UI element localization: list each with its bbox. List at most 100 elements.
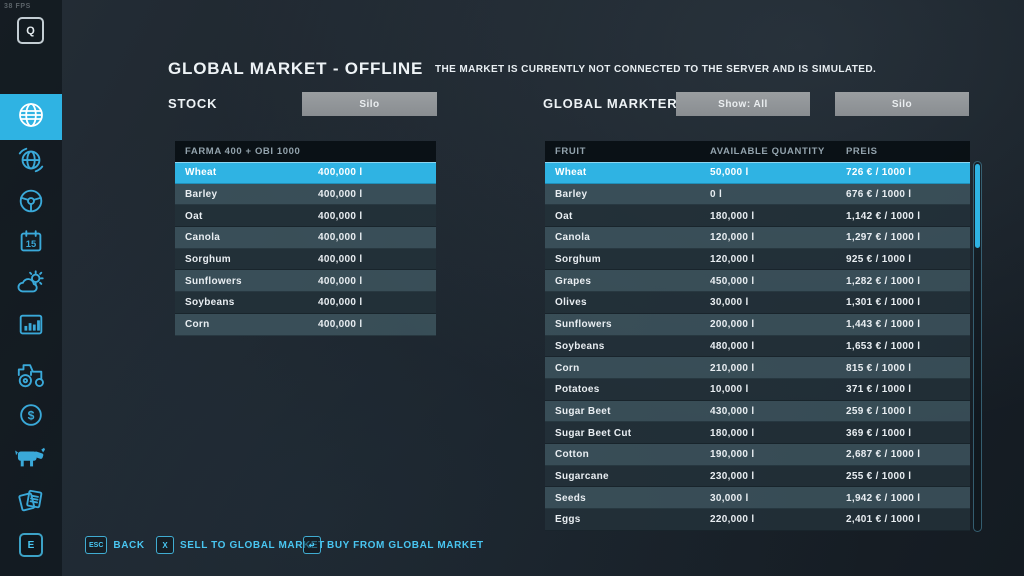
svg-text:15: 15 <box>26 239 36 249</box>
stock-row[interactable]: Oat 400,000 l <box>175 205 436 228</box>
sidebar-item-vehicles[interactable] <box>0 355 62 395</box>
stock-row-name: Sorghum <box>185 254 231 266</box>
stock-row[interactable]: Wheat 400,000 l <box>175 162 436 184</box>
stock-row[interactable]: Canola 400,000 l <box>175 227 436 249</box>
keycap-q[interactable]: Q <box>17 17 44 44</box>
esc-key-icon: ESC <box>85 536 108 554</box>
market-show-all-button[interactable]: Show: All <box>676 92 810 116</box>
market-row-name: Soybeans <box>555 340 605 352</box>
market-row[interactable]: Soybeans 480,000 l 1,653 € / 1000 l <box>545 335 970 358</box>
stock-table-header: FARMA 400 + OBI 1000 <box>175 141 436 162</box>
stock-row-quantity: 400,000 l <box>318 275 363 287</box>
market-row-quantity: 480,000 l <box>710 340 755 352</box>
market-row-price: 371 € / 1000 l <box>846 384 912 396</box>
back-label: BACK <box>113 539 145 551</box>
sidebar-item-finances[interactable]: $ <box>0 395 62 435</box>
market-row-name: Sugar Beet <box>555 405 611 417</box>
market-silo-button[interactable]: Silo <box>835 92 969 116</box>
buy-from-global-market-button[interactable]: ↵ BUY FROM GLOBAL MARKET <box>303 536 484 554</box>
market-row-name: Barley <box>555 189 588 201</box>
stock-silo-button[interactable]: Silo <box>302 92 437 116</box>
market-scrollbar-thumb[interactable] <box>975 164 980 248</box>
column-price: PREIS <box>846 146 878 157</box>
market-row-price: 1,282 € / 1000 l <box>846 275 921 287</box>
market-row-name: Corn <box>555 362 580 374</box>
cow-icon <box>14 444 48 472</box>
stock-row[interactable]: Sorghum 400,000 l <box>175 248 436 271</box>
market-scrollbar-track[interactable] <box>973 161 982 532</box>
market-row[interactable]: Sorghum 120,000 l 925 € / 1000 l <box>545 248 970 271</box>
sidebar-item-world[interactable] <box>0 140 62 180</box>
market-row-price: 1,142 € / 1000 l <box>846 210 921 222</box>
buy-label: BUY FROM GLOBAL MARKET <box>327 539 484 551</box>
market-row[interactable]: Sunflowers 200,000 l 1,443 € / 1000 l <box>545 313 970 336</box>
market-row-name: Sorghum <box>555 254 601 266</box>
sidebar-item-driving[interactable] <box>0 181 62 221</box>
sidebar-item-statistics[interactable] <box>0 305 62 345</box>
stock-row-name: Oat <box>185 210 203 222</box>
market-row-quantity: 10,000 l <box>710 384 749 396</box>
market-row-quantity: 0 l <box>710 189 723 201</box>
steering-wheel-icon <box>16 186 46 216</box>
market-row-price: 676 € / 1000 l <box>846 189 912 201</box>
stock-row-quantity: 400,000 l <box>318 167 363 179</box>
market-row[interactable]: Sugar Beet Cut 180,000 l 369 € / 1000 l <box>545 422 970 444</box>
market-row-quantity: 180,000 l <box>710 427 755 439</box>
sidebar-item-animals[interactable] <box>0 438 62 478</box>
back-button[interactable]: ESC BACK <box>85 536 145 554</box>
global-market-globe-icon <box>15 99 47 136</box>
market-row-quantity: 200,000 l <box>710 319 755 331</box>
stock-row[interactable]: Barley 400,000 l <box>175 183 436 206</box>
market-row[interactable]: Cotton 190,000 l 2,687 € / 1000 l <box>545 443 970 466</box>
market-row-price: 1,301 € / 1000 l <box>846 297 921 309</box>
market-row-name: Cotton <box>555 449 590 461</box>
market-row[interactable]: Sugarcane 230,000 l 255 € / 1000 l <box>545 465 970 488</box>
svg-text:$: $ <box>28 409 35 423</box>
offline-notice: THE MARKET IS CURRENTLY NOT CONNECTED TO… <box>435 64 877 75</box>
stock-row-name: Corn <box>185 319 210 331</box>
market-table-header: FRUIT AVAILABLE QUANTITY PREIS <box>545 141 970 162</box>
stock-row[interactable]: Soybeans 400,000 l <box>175 292 436 314</box>
market-row[interactable]: Corn 210,000 l 815 € / 1000 l <box>545 357 970 379</box>
market-row-name: Grapes <box>555 275 592 287</box>
keycap-e[interactable]: E <box>19 533 43 557</box>
stock-row[interactable]: Sunflowers 400,000 l <box>175 270 436 293</box>
market-row[interactable]: Olives 30,000 l 1,301 € / 1000 l <box>545 292 970 314</box>
market-row-price: 369 € / 1000 l <box>846 427 912 439</box>
x-key-icon: X <box>156 536 174 554</box>
sidebar-item-weather[interactable] <box>0 263 62 303</box>
stock-row-quantity: 400,000 l <box>318 254 363 266</box>
stock-table-body: Wheat 400,000 l Barley 400,000 l Oat 400… <box>175 162 436 336</box>
stock-section-label: STOCK <box>168 96 218 111</box>
market-row[interactable]: Oat 180,000 l 1,142 € / 1000 l <box>545 205 970 228</box>
market-row[interactable]: Wheat 50,000 l 726 € / 1000 l <box>545 162 970 184</box>
stock-row-name: Soybeans <box>185 297 235 309</box>
market-row[interactable]: Eggs 220,000 l 2,401 € / 1000 l <box>545 509 970 531</box>
world-globe-icon <box>16 145 46 175</box>
sidebar-item-contracts[interactable] <box>0 480 62 520</box>
market-row-name: Sugar Beet Cut <box>555 427 632 439</box>
sidebar-item-calendar[interactable]: 15 <box>0 222 62 262</box>
sidebar-item-global-market[interactable] <box>0 94 62 140</box>
market-row[interactable]: Potatoes 10,000 l 371 € / 1000 l <box>545 378 970 401</box>
stock-table: FARMA 400 + OBI 1000 Wheat 400,000 l Bar… <box>175 141 436 336</box>
market-row[interactable]: Canola 120,000 l 1,297 € / 1000 l <box>545 227 970 249</box>
stock-row[interactable]: Corn 400,000 l <box>175 313 436 336</box>
stock-row-name: Barley <box>185 189 218 201</box>
market-row-price: 1,443 € / 1000 l <box>846 319 921 331</box>
stock-row-quantity: 400,000 l <box>318 189 363 201</box>
column-fruit: FRUIT <box>555 146 586 157</box>
market-row[interactable]: Grapes 450,000 l 1,282 € / 1000 l <box>545 270 970 293</box>
market-row-quantity: 120,000 l <box>710 232 755 244</box>
stock-row-quantity: 400,000 l <box>318 210 363 222</box>
sell-to-global-market-button[interactable]: X SELL TO GLOBAL MARKET <box>156 536 325 554</box>
market-row-name: Olives <box>555 297 587 309</box>
market-table: FRUIT AVAILABLE QUANTITY PREIS Wheat 50,… <box>545 141 970 531</box>
sell-label: SELL TO GLOBAL MARKET <box>180 539 325 551</box>
market-row-quantity: 30,000 l <box>710 297 749 309</box>
market-row[interactable]: Sugar Beet 430,000 l 259 € / 1000 l <box>545 400 970 423</box>
market-row[interactable]: Seeds 30,000 l 1,942 € / 1000 l <box>545 487 970 509</box>
market-section-label: GLOBAL MARKTER <box>543 96 678 111</box>
market-row-name: Canola <box>555 232 591 244</box>
market-row[interactable]: Barley 0 l 676 € / 1000 l <box>545 183 970 206</box>
